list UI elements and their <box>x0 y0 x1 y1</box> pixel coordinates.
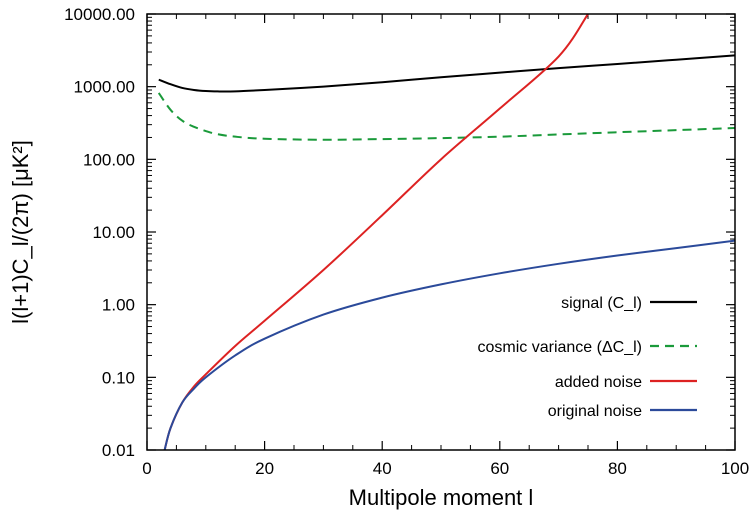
y-tick-label: 1.00 <box>102 296 135 315</box>
series-line-original-noise <box>163 239 735 450</box>
y-tick-label: 100.00 <box>83 150 135 169</box>
legend: signal (C_l)cosmic variance (ΔC_l)added … <box>478 295 697 420</box>
plot-frame <box>146 13 736 451</box>
x-tick-label: 20 <box>255 459 274 478</box>
legend-label: added noise <box>555 374 642 391</box>
x-tick-label: 40 <box>373 459 392 478</box>
y-tick-label: 0.01 <box>102 441 135 460</box>
x-tick-label: 80 <box>608 459 627 478</box>
series-line-added-noise <box>163 14 589 450</box>
y-tick-label: 0.10 <box>102 368 135 387</box>
series-line-cosmic-variance-c-l <box>157 92 735 141</box>
y-tick-label: 10000.00 <box>64 5 135 24</box>
y-tick-label: 1000.00 <box>74 78 135 97</box>
x-tick-label: 0 <box>142 459 151 478</box>
y-axis-title: l(l+1)C_l/(2π) [μK²] <box>8 140 33 324</box>
y-tick-labels: 0.01 0.10 1.00 10.00 100.00 1000.00 10000.00 <box>64 5 135 460</box>
legend-label: original noise <box>548 403 642 420</box>
tick-marks <box>146 13 736 451</box>
y-tick-label: 10.00 <box>92 223 135 242</box>
x-tick-label: 60 <box>490 459 509 478</box>
legend-label: signal (C_l) <box>561 295 642 312</box>
series-layer <box>157 14 735 450</box>
x-tick-label: 100 <box>721 459 749 478</box>
x-tick-labels: 0 20 40 60 80 100 <box>142 459 749 478</box>
series-line-signal-c-l <box>158 54 735 93</box>
x-axis-title: Multipole moment l <box>349 485 534 510</box>
legend-label: cosmic variance (ΔC_l) <box>478 339 643 356</box>
